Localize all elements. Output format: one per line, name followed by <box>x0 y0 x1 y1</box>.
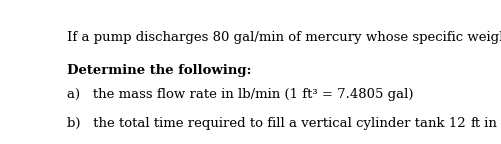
Text: in diameter and 13: in diameter and 13 <box>480 117 501 130</box>
Text: b)   the total time required to fill a vertical cylinder tank 12: b) the total time required to fill a ver… <box>67 117 470 130</box>
Text: Determine the following:: Determine the following: <box>67 64 252 77</box>
Text: a)   the mass flow rate in lb/min (1 ft³ = 7.4805 gal): a) the mass flow rate in lb/min (1 ft³ =… <box>67 88 414 101</box>
Text: If a pump discharges 80 gal/min of mercury whose specific weight is 847 lb/ft³ (: If a pump discharges 80 gal/min of mercu… <box>67 31 501 44</box>
Text: ft: ft <box>470 117 480 130</box>
